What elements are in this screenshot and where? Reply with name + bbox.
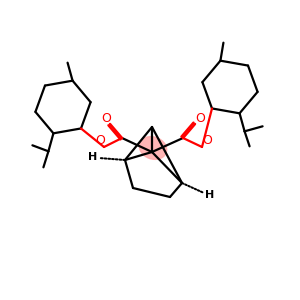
Text: O: O	[202, 134, 212, 148]
Text: H: H	[88, 152, 98, 162]
Text: O: O	[195, 112, 205, 125]
Text: O: O	[101, 112, 111, 125]
Ellipse shape	[139, 136, 167, 159]
Text: O: O	[95, 134, 105, 148]
Text: H: H	[206, 190, 214, 200]
